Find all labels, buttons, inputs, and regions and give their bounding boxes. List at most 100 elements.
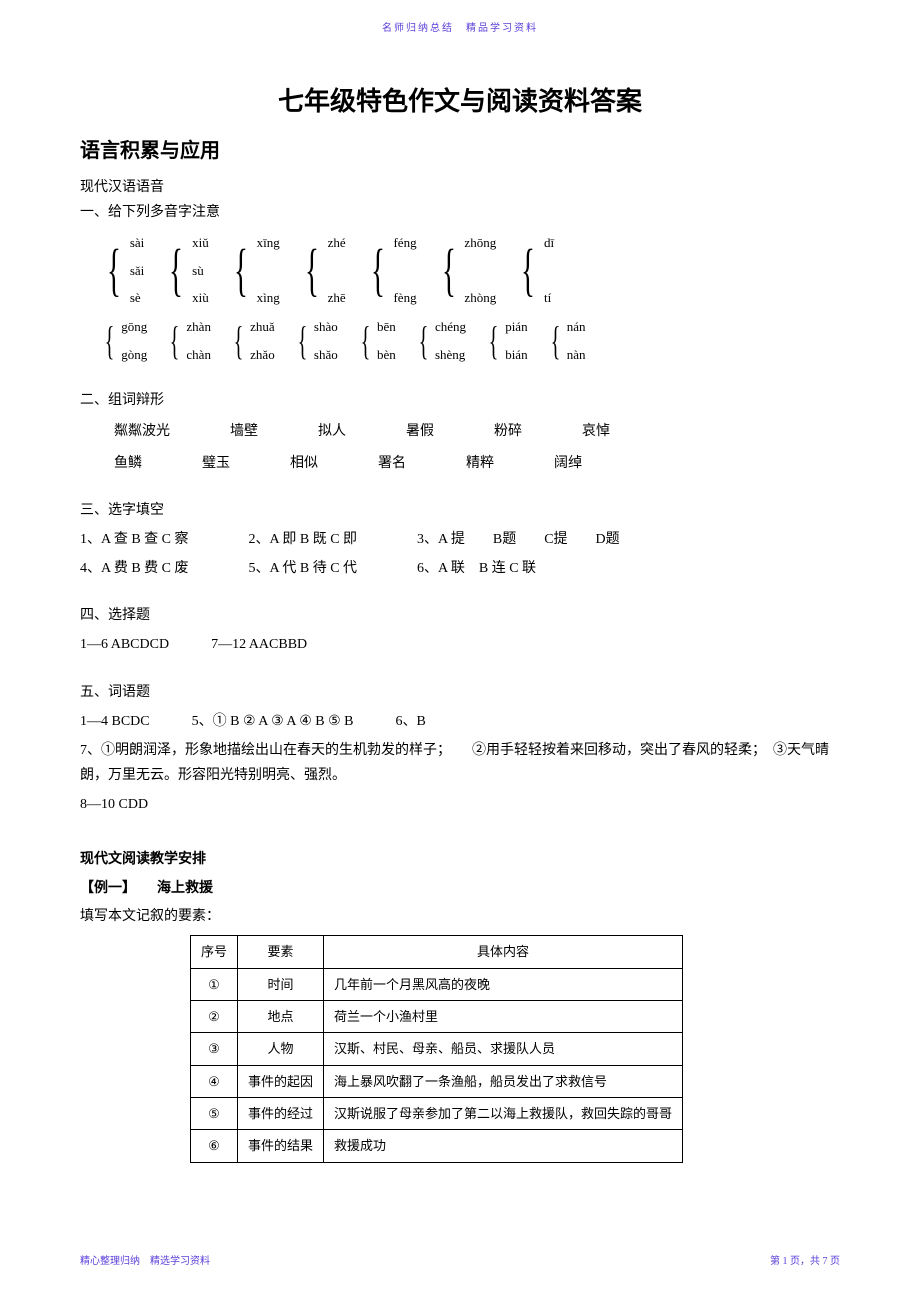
page-footer: 精心整理归纳 精选学习资料 第 1 页，共 7 页 [80, 1253, 840, 1271]
word-item: 墙壁 [230, 419, 258, 444]
table-row: ③人物汉斯、村民、母亲、船员、求援队人员 [191, 1033, 683, 1065]
pinyin-item: xìng [257, 286, 280, 309]
table-cell: 海上暴风吹翻了一条渔船，船员发出了求救信号 [324, 1065, 683, 1097]
table-header: 序号 [191, 936, 238, 968]
table-cell: 几年前一个月黑风高的夜晚 [324, 968, 683, 1000]
table-cell: 事件的结果 [238, 1130, 324, 1162]
pinyin-item: zhuǎ [250, 315, 275, 338]
phonetics-heading: 现代汉语语音 [80, 175, 840, 200]
pinyin-item: shǎo [314, 343, 338, 366]
pinyin-item: nán [567, 315, 586, 338]
pinyin-item: chéng [435, 315, 466, 338]
q5-heading: 五、词语题 [80, 680, 840, 705]
word-item: 相似 [290, 451, 318, 476]
pinyin-item: pián [505, 315, 527, 338]
pinyin-item: xiǔ [192, 231, 209, 254]
table-header: 具体内容 [324, 936, 683, 968]
word-item: 阔绰 [554, 451, 582, 476]
pinyin-item: sǎi [130, 259, 144, 282]
table-row: ①时间几年前一个月黑风高的夜晚 [191, 968, 683, 1000]
pinyin-item: chàn [186, 343, 211, 366]
pinyin-item: sài [130, 231, 144, 254]
pinyin-item: xiù [192, 286, 209, 309]
q3-block: 1、A 查 B 查 C 察 2、A 即 B 既 C 即 3、A 提 B题 C提 D题… [80, 527, 840, 581]
table-cell: 事件的经过 [238, 1098, 324, 1130]
pinyin-item: gòng [121, 343, 147, 366]
word-item: 署名 [378, 451, 406, 476]
q3-heading: 三、选字填空 [80, 498, 840, 523]
pinyin-item: sè [130, 286, 144, 309]
q1-heading: 一、给下列多音字注意 [80, 200, 840, 225]
word-item: 哀悼 [582, 419, 610, 444]
pinyin-item: nàn [567, 343, 586, 366]
pinyin-item: tí [544, 286, 554, 309]
table-row: ⑥事件的结果救援成功 [191, 1130, 683, 1162]
word-item: 精粹 [466, 451, 494, 476]
q3-item: 6、A 联 B 连 C 联 [417, 556, 536, 581]
example1-label: 【例一】 海上救援 [80, 875, 840, 900]
table-cell: 地点 [238, 1000, 324, 1032]
q5-line3: 8—10 CDD [80, 792, 840, 817]
table-row: ②地点荷兰一个小渔村里 [191, 1000, 683, 1032]
page-title: 七年级特色作文与阅读资料答案 [80, 78, 840, 125]
table-cell: 事件的起因 [238, 1065, 324, 1097]
word-item: 粼粼波光 [114, 419, 170, 444]
pinyin-item: fèng [393, 286, 416, 309]
pinyin-item: zhǎo [250, 343, 275, 366]
pinyin-item: shèng [435, 343, 466, 366]
pinyin-item: gōng [121, 315, 147, 338]
q3-item: 3、A 提 B题 C提 D题 [417, 527, 620, 552]
pinyin-item: zhé [328, 231, 346, 254]
word-item: 璧玉 [202, 451, 230, 476]
word-item: 拟人 [318, 419, 346, 444]
table-cell: ⑥ [191, 1130, 238, 1162]
table-cell: 救援成功 [324, 1130, 683, 1162]
table-cell: 汉斯说服了母亲参加了第二以海上救援队，救回失踪的哥哥 [324, 1098, 683, 1130]
q3-item: 1、A 查 B 查 C 察 [80, 527, 189, 552]
word-rows: 粼粼波光 墙壁 拟人 暑假 粉碎 哀悼鱼鳞 璧玉 相似 署名 精粹 阔绰 [80, 419, 840, 475]
footer-left: 精心整理归纳 精选学习资料 [80, 1253, 210, 1271]
section2-heading: 现代文阅读教学安排 [80, 846, 840, 871]
header-small: 名师归纳总结 精品学习资料 [80, 20, 840, 38]
pinyin-item: bèn [377, 343, 396, 366]
table-cell: ② [191, 1000, 238, 1032]
section-heading: 语言积累与应用 [80, 133, 840, 169]
pinyin-item: zhàn [186, 315, 211, 338]
table-cell: 荷兰一个小渔村里 [324, 1000, 683, 1032]
pinyin-item: xīng [257, 231, 280, 254]
pinyin-item: zhòng [464, 286, 496, 309]
table-cell: ⑤ [191, 1098, 238, 1130]
q3-item: 5、A 代 B 待 C 代 [249, 556, 358, 581]
table-cell: 汉斯、村民、母亲、船员、求援队人员 [324, 1033, 683, 1065]
table-cell: ① [191, 968, 238, 1000]
q3-item: 2、A 即 B 既 C 即 [249, 527, 358, 552]
example1-intro: 填写本文记叙的要素： [80, 904, 840, 929]
q5-line2: 7、①明朗润泽，形象地描绘出山在春天的生机勃发的样子； ②用手轻轻按着来回移动，… [80, 738, 840, 788]
narrative-table: 序号要素具体内容 ①时间几年前一个月黑风高的夜晚②地点荷兰一个小渔村里③人物汉斯… [190, 935, 683, 1163]
table-header: 要素 [238, 936, 324, 968]
word-item: 鱼鳞 [114, 451, 142, 476]
word-item: 粉碎 [494, 419, 522, 444]
pinyin-item: zhōng [464, 231, 496, 254]
q4-heading: 四、选择题 [80, 603, 840, 628]
pinyin-item: dī [544, 231, 554, 254]
table-cell: 时间 [238, 968, 324, 1000]
footer-right: 第 1 页，共 7 页 [770, 1253, 840, 1271]
table-cell: ③ [191, 1033, 238, 1065]
brace-groups: {sàisǎisè{xiǔsùxiù{xīng xìng{zhé zhē{fén… [80, 231, 840, 366]
table-row: ④事件的起因海上暴风吹翻了一条渔船，船员发出了求救信号 [191, 1065, 683, 1097]
pinyin-item: bēn [377, 315, 396, 338]
pinyin-item: sù [192, 259, 209, 282]
q5-line1: 1—4 BCDC 5、① B ② A ③ A ④ B ⑤ B 6、B [80, 709, 840, 734]
table-cell: ④ [191, 1065, 238, 1097]
pinyin-item: bián [505, 343, 527, 366]
q4-line: 1—6 ABCDCD 7—12 AACBBD [80, 632, 840, 657]
word-item: 暑假 [406, 419, 434, 444]
q3-item: 4、A 费 B 费 C 废 [80, 556, 189, 581]
pinyin-item: féng [393, 231, 416, 254]
table-cell: 人物 [238, 1033, 324, 1065]
pinyin-item: shào [314, 315, 338, 338]
pinyin-item: zhē [328, 286, 346, 309]
q2-heading: 二、组词辩形 [80, 388, 840, 413]
table-row: ⑤事件的经过汉斯说服了母亲参加了第二以海上救援队，救回失踪的哥哥 [191, 1098, 683, 1130]
